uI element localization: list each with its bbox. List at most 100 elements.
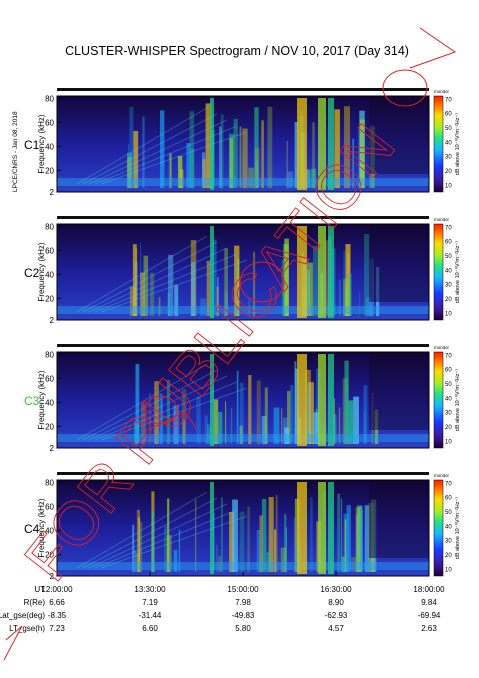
y-tick-label: 20: [45, 294, 54, 303]
orbit-row-label: UT: [34, 585, 45, 594]
spectrogram-texture: [57, 96, 429, 190]
y-tick-label: 2: [50, 444, 55, 453]
watermark-stroke-3: [3, 625, 23, 661]
coverage-bar: [57, 88, 429, 91]
panels-group: 2 20 40 60 80 Frequency (kHz) C1 monitor 10 20 30 4…: [24, 88, 461, 581]
y-tick-label: 60: [45, 374, 54, 383]
colorbar-tick-label: 40: [445, 396, 452, 402]
coverage-bar: [57, 344, 429, 347]
y-tick-label: 60: [45, 118, 54, 127]
colorbar-tick-label: 70: [445, 225, 452, 231]
panel-name: C4: [24, 522, 40, 536]
orbit-value: 9.84: [421, 598, 437, 607]
colorbar-scale: [433, 479, 444, 577]
colorbar-scale: [433, 95, 444, 193]
y-tick-label: 2: [50, 572, 55, 581]
spectrogram-bg: [57, 352, 429, 448]
y-axis-label: Frequency (kHz): [37, 370, 46, 429]
orbit-row: Lat_gse(deg) -8.35 -31.44 -49.83 -62.93 -69.9…: [0, 611, 441, 620]
watermark-stroke-1: [409, 27, 457, 69]
panel-c1: 2 20 40 60 80 Frequency (kHz)C1 monitor 10 20 30 4…: [24, 88, 461, 197]
colorbar-tick-label: 30: [445, 283, 452, 289]
y-tick-label: 40: [45, 142, 54, 151]
y-tick-label: 80: [45, 222, 54, 231]
panel-name: C3: [24, 394, 40, 408]
panel-name: C1: [24, 138, 40, 152]
orbit-value: 6.66: [49, 598, 65, 607]
colorbar-tick-label: 60: [445, 368, 452, 374]
figure-title: CLUSTER-WHISPER Spectrogram / NOV 10, 20…: [65, 44, 409, 58]
spectrogram-texture: [57, 480, 429, 574]
colorbar-tick-label: 70: [445, 481, 452, 487]
colorbar-tick-label: 30: [445, 155, 452, 161]
orbit-value: -62.93: [325, 611, 348, 620]
orbit-value: 7.23: [49, 624, 65, 633]
colorbar-tick-label: 30: [445, 411, 452, 417]
watermark-oval-2: [239, 261, 285, 303]
colorbar-tick-label: 40: [445, 140, 452, 146]
panel-frame: [56, 351, 430, 449]
spectrogram-texture: [57, 352, 429, 446]
spectrogram-texture: [57, 224, 429, 318]
orbit-value: 5.80: [235, 624, 251, 633]
colorbar-label: dB above 10⁻⁸V²m⁻²Hz⁻¹: [454, 113, 461, 176]
panel-name: C2: [24, 266, 40, 280]
orbit-value: 12:00:00: [41, 585, 73, 594]
colorbar-header: monitor: [434, 217, 450, 222]
colorbar-tick-label: 20: [445, 553, 452, 559]
colorbar-tick-label: 70: [445, 97, 452, 103]
orbit-value: 4.57: [328, 624, 344, 633]
colorbar-tick-label: 60: [445, 240, 452, 246]
y-tick-label: 40: [45, 398, 54, 407]
watermark-stroke-2: [147, 411, 197, 431]
coverage-bar: [57, 216, 429, 219]
colorbar-tick-label: 40: [445, 524, 452, 530]
colorbar-tick-label: 50: [445, 126, 452, 132]
orbit-value: 13:30:00: [134, 585, 166, 594]
colorbar-tick-label: 70: [445, 353, 452, 359]
orbit-value: 6.60: [142, 624, 158, 633]
y-tick-label: 20: [45, 422, 54, 431]
colorbar-tick-label: 50: [445, 382, 452, 388]
y-tick-label: 2: [50, 316, 55, 325]
colorbar-scale: [433, 223, 444, 321]
colorbar-tick-label: 10: [445, 567, 452, 573]
colorbar-tick-label: 10: [445, 183, 452, 189]
colorbar: monitor 10 20 30 40 50 60 70 dB above 10⁻⁸V²m⁻²H…: [433, 345, 461, 449]
y-tick-label: 40: [45, 270, 54, 279]
orbit-row-label: Lat_gse(deg): [0, 611, 45, 620]
colorbar: monitor 10 20 30 40 50 60 70 dB above 10⁻⁸V²m⁻²H…: [433, 473, 461, 577]
colorbar-tick-label: 10: [445, 311, 452, 317]
y-tick-label: 80: [45, 478, 54, 487]
panel-c3: 2 20 40 60 80 Frequency (kHz)C3 monitor 10 20 30 4…: [24, 344, 461, 453]
y-tick-label: 60: [45, 246, 54, 255]
panel-frame: [56, 95, 430, 193]
y-tick-label: 60: [45, 502, 54, 511]
y-tick-label: 20: [45, 166, 54, 175]
colorbar: monitor 10 20 30 40 50 60 70 dB above 10⁻⁸V²m⁻²H…: [433, 217, 461, 321]
colorbar-tick-label: 60: [445, 496, 452, 502]
watermark-oval-1: [382, 69, 428, 107]
colorbar-header: monitor: [434, 89, 450, 94]
colorbar-label: dB above 10⁻⁸V²m⁻²Hz⁻¹: [454, 497, 461, 560]
colorbar-tick-label: 60: [445, 112, 452, 118]
orbit-row: R(Re) 6.66 7.19 7.98 8.90 9.84: [24, 598, 438, 607]
orbit-row-label: LT_gse(h): [9, 624, 45, 633]
orbit-value: 15:00:00: [227, 585, 259, 594]
colorbar-label: dB above 10⁻⁸V²m⁻²Hz⁻¹: [454, 241, 461, 304]
y-tick-label: 20: [45, 550, 54, 559]
colorbar-tick-label: 20: [445, 169, 452, 175]
orbit-value: 7.19: [142, 598, 158, 607]
orbit-value: 2.63: [421, 624, 437, 633]
colorbar-tick-label: 20: [445, 297, 452, 303]
colorbar-tick-label: 20: [445, 425, 452, 431]
colorbar-tick-label: 50: [445, 254, 452, 260]
colorbar-tick-label: 50: [445, 510, 452, 516]
colorbar: monitor 10 20 30 40 50 60 70 dB above 10⁻⁸V²m⁻²H…: [433, 89, 461, 193]
colorbar-scale: [433, 351, 444, 449]
colorbar-header: monitor: [434, 473, 450, 478]
orbit-value: 16:30:00: [320, 585, 352, 594]
orbit-value: 8.90: [328, 598, 344, 607]
colorbar-tick-label: 30: [445, 539, 452, 545]
